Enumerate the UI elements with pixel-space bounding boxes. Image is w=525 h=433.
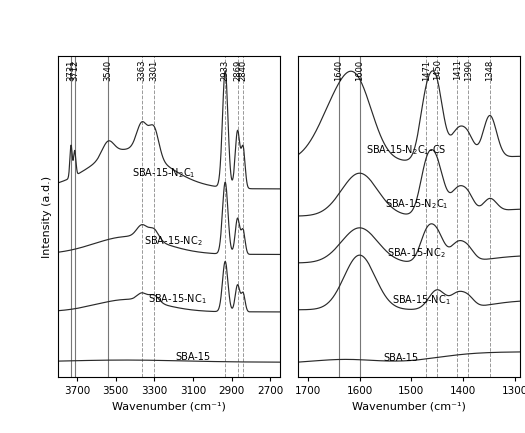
Text: 1471: 1471 [422, 59, 430, 81]
Text: 3712: 3712 [70, 59, 79, 81]
Text: SBA-15-NC$_2$: SBA-15-NC$_2$ [387, 246, 446, 260]
Text: 1390: 1390 [464, 59, 472, 81]
Text: 3540: 3540 [103, 59, 112, 81]
Text: 1640: 1640 [334, 59, 343, 81]
Y-axis label: Intensity (a.d.): Intensity (a.d.) [42, 175, 52, 258]
Text: 2869: 2869 [233, 59, 242, 81]
Text: 3363: 3363 [138, 59, 146, 81]
Text: 2933: 2933 [220, 59, 230, 81]
Text: SBA-15-NC$_1$: SBA-15-NC$_1$ [392, 293, 451, 307]
Text: SBA-15-N$_2$C$_1$: SBA-15-N$_2$C$_1$ [132, 166, 196, 180]
Text: SBA-15-N$_2$C$_1$: SBA-15-N$_2$C$_1$ [385, 197, 448, 211]
Text: 3731: 3731 [67, 59, 76, 81]
X-axis label: Wavenumber (cm⁻¹): Wavenumber (cm⁻¹) [352, 401, 466, 411]
X-axis label: Wavenumber (cm⁻¹): Wavenumber (cm⁻¹) [112, 401, 226, 411]
Text: 1450: 1450 [433, 59, 442, 81]
Text: SBA-15-NC$_2$: SBA-15-NC$_2$ [144, 234, 203, 248]
Text: 1348: 1348 [485, 59, 495, 81]
Text: 2840: 2840 [239, 59, 248, 81]
Text: SBA-15: SBA-15 [175, 352, 211, 362]
Text: SBA-15-N$_2$C$_1$-CS: SBA-15-N$_2$C$_1$-CS [366, 143, 446, 157]
Text: SBA-15: SBA-15 [383, 353, 418, 363]
Text: 3301: 3301 [150, 59, 159, 81]
Text: SBA-15-NC$_1$: SBA-15-NC$_1$ [148, 292, 207, 306]
Text: 1411: 1411 [453, 59, 462, 81]
Text: 1600: 1600 [355, 59, 364, 81]
